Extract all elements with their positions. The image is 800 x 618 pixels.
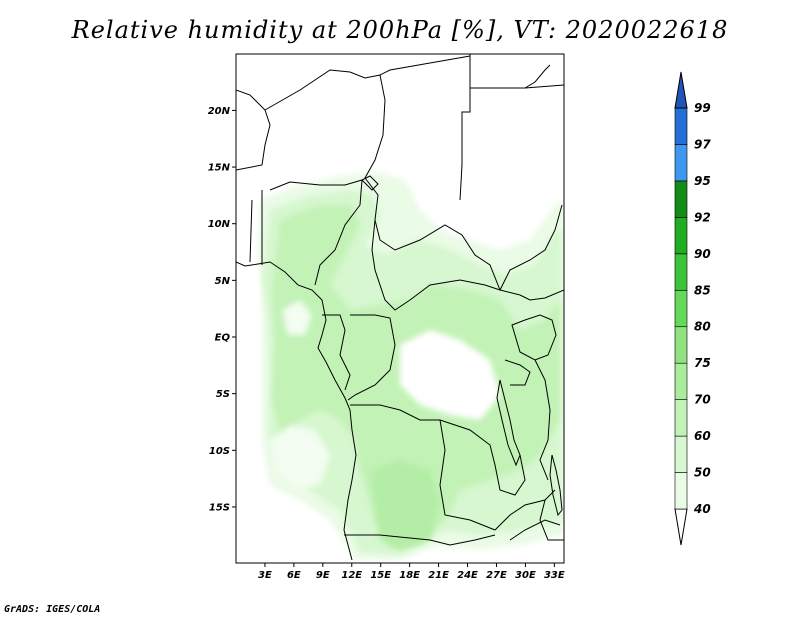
rh-70-75-region xyxy=(370,460,440,550)
border-mozambique xyxy=(539,499,564,541)
lat-tick-label: 5N xyxy=(215,276,231,287)
colorbar-label: 70 xyxy=(694,393,711,407)
lat-tick-label: 10N xyxy=(208,219,231,230)
border-tanzania xyxy=(534,359,551,481)
colorbar: 40 50 60 70 75 80 85 90 92 95 97 99 xyxy=(674,71,711,546)
border-togo xyxy=(249,199,253,263)
map-title: Relative humidity at 200hPa [%], VT: 202… xyxy=(71,16,729,44)
lon-tick-label: 9E xyxy=(316,570,330,581)
colorbar-segment xyxy=(674,144,688,182)
border-niger xyxy=(264,55,471,111)
colorbar-label: 40 xyxy=(693,502,711,516)
border-congo-drc xyxy=(347,314,396,401)
border-gabon xyxy=(322,314,351,391)
colorbar-segment xyxy=(674,107,688,145)
colorbar-top-arrow xyxy=(674,71,688,109)
lat-tick-label: 20N xyxy=(208,106,231,117)
colorbar-label: 99 xyxy=(694,101,711,115)
humidity-shading xyxy=(258,172,564,560)
colorbar-label: 85 xyxy=(694,283,711,297)
dry-hole-nw xyxy=(282,300,312,335)
lon-tick-label: 6E xyxy=(287,570,301,581)
border-nigeria-niger xyxy=(269,179,363,191)
lat-tick-label: 15N xyxy=(208,163,231,174)
border-zimbabwe xyxy=(509,519,561,541)
boundaries xyxy=(236,54,564,561)
grads-credit: GrADS: IGES/COLA xyxy=(4,604,101,615)
colorbar-label: 50 xyxy=(694,466,711,480)
border-uganda-kenya xyxy=(519,289,564,301)
colorbar-segment xyxy=(674,435,688,473)
lake-victoria xyxy=(511,314,557,361)
lon-tick-label: 15E xyxy=(370,570,391,581)
lon-tick-label: 21E xyxy=(428,570,449,581)
colorbar-segment xyxy=(674,180,688,218)
colorbar-segment xyxy=(674,253,688,291)
dry-hole-center xyxy=(400,330,500,420)
lake-malawi xyxy=(549,454,563,517)
colorbar-label: 60 xyxy=(694,429,711,443)
lat-tick-label: 15S xyxy=(209,502,230,513)
border-zambia xyxy=(494,489,556,531)
colorbar-segment xyxy=(674,289,688,328)
lake-tanganyika xyxy=(496,379,521,467)
lake-chad xyxy=(361,175,379,191)
lon-tick-label: 18E xyxy=(399,570,420,581)
border-drc-angola xyxy=(350,404,496,531)
border-south-sudan xyxy=(499,204,563,291)
lon-tick-label: 33E xyxy=(544,570,565,581)
lon-tick-label: 24E xyxy=(457,570,478,581)
border-sudan-egypt xyxy=(470,84,564,89)
border-libya-algeria xyxy=(236,89,271,171)
colorbar-bottom-arrow xyxy=(674,508,688,546)
border-drc-zambia xyxy=(439,419,526,496)
coastline-west xyxy=(236,261,357,561)
border-rwanda-burundi xyxy=(504,359,531,386)
map-frame xyxy=(235,53,565,564)
colorbar-segment xyxy=(674,472,688,510)
lat-tick-label: EQ xyxy=(215,333,231,344)
border-chad-sudan xyxy=(364,74,501,291)
lon-tick-label: 27E xyxy=(486,570,507,581)
lon-tick-label: 3E xyxy=(258,570,272,581)
dry-hole-sw xyxy=(270,425,330,490)
lat-tick-label: 10S xyxy=(209,446,230,457)
lon-axis: 3E 6E 9E 12E 15E 18E 21E 24E 27E 30E 33E xyxy=(258,563,565,581)
border-egypt-sudan-coast xyxy=(524,64,551,89)
colorbar-segment xyxy=(674,399,688,437)
border-angola-namibia xyxy=(344,534,496,546)
colorbar-label: 80 xyxy=(694,320,711,334)
border-nigeria-cameroon xyxy=(314,179,363,286)
lat-axis: 20N 15N 10N 5N EQ 5S 10S 15S xyxy=(208,106,236,513)
colorbar-label: 95 xyxy=(694,174,711,188)
border-libya-egypt xyxy=(459,54,471,201)
lon-tick-label: 12E xyxy=(341,570,362,581)
colorbar-label: 97 xyxy=(694,137,711,151)
colorbar-segment xyxy=(674,362,688,400)
lat-tick-label: 5S xyxy=(216,389,230,400)
colorbar-label: 92 xyxy=(694,210,711,224)
colorbar-segment xyxy=(674,326,688,364)
colorbar-label: 75 xyxy=(694,356,711,370)
border-cameroon-car xyxy=(371,219,521,311)
lon-tick-label: 30E xyxy=(515,570,536,581)
colorbar-segment xyxy=(674,217,688,255)
colorbar-label: 90 xyxy=(694,247,711,261)
